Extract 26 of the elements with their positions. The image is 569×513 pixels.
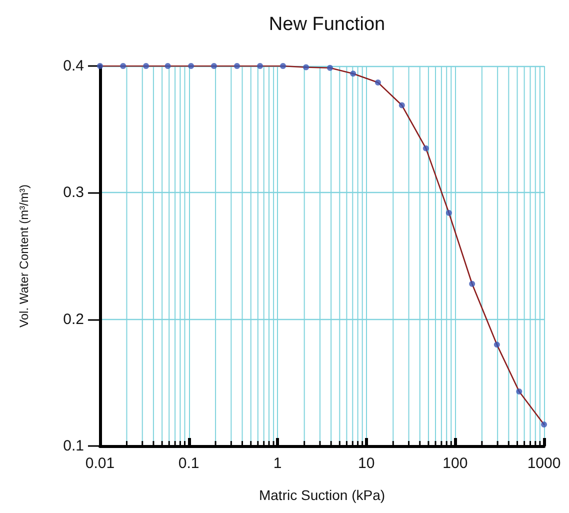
x-tick-label: 100: [442, 455, 468, 472]
y-axis-title: Vol. Water Content (m³/m³): [17, 184, 31, 328]
x-tick-label: 0.01: [85, 455, 115, 472]
point: [164, 63, 171, 69]
x-axis-title: Matric Suction (kPa): [258, 487, 386, 503]
y-tick-label: 0.1: [63, 438, 84, 454]
point: [374, 79, 381, 86]
point: [210, 63, 217, 69]
point: [469, 280, 476, 287]
point: [398, 102, 405, 108]
y-tick-label: 0.4: [63, 58, 84, 74]
x-tick-label: 1000: [527, 455, 561, 472]
point: [541, 421, 547, 428]
y-tick-label: 0.2: [63, 310, 84, 328]
point: [234, 63, 240, 69]
x-tick-label: 0.1: [178, 455, 200, 472]
point: [188, 63, 194, 69]
x-tick-label: 1: [273, 455, 282, 472]
x-tick-label: 10: [358, 455, 375, 472]
y-tick-label: 0.3: [63, 184, 84, 202]
point: [446, 210, 452, 216]
point: [494, 342, 500, 348]
point: [257, 63, 264, 69]
point: [516, 388, 522, 395]
point: [422, 145, 429, 152]
chart-title: New Function: [268, 14, 386, 35]
